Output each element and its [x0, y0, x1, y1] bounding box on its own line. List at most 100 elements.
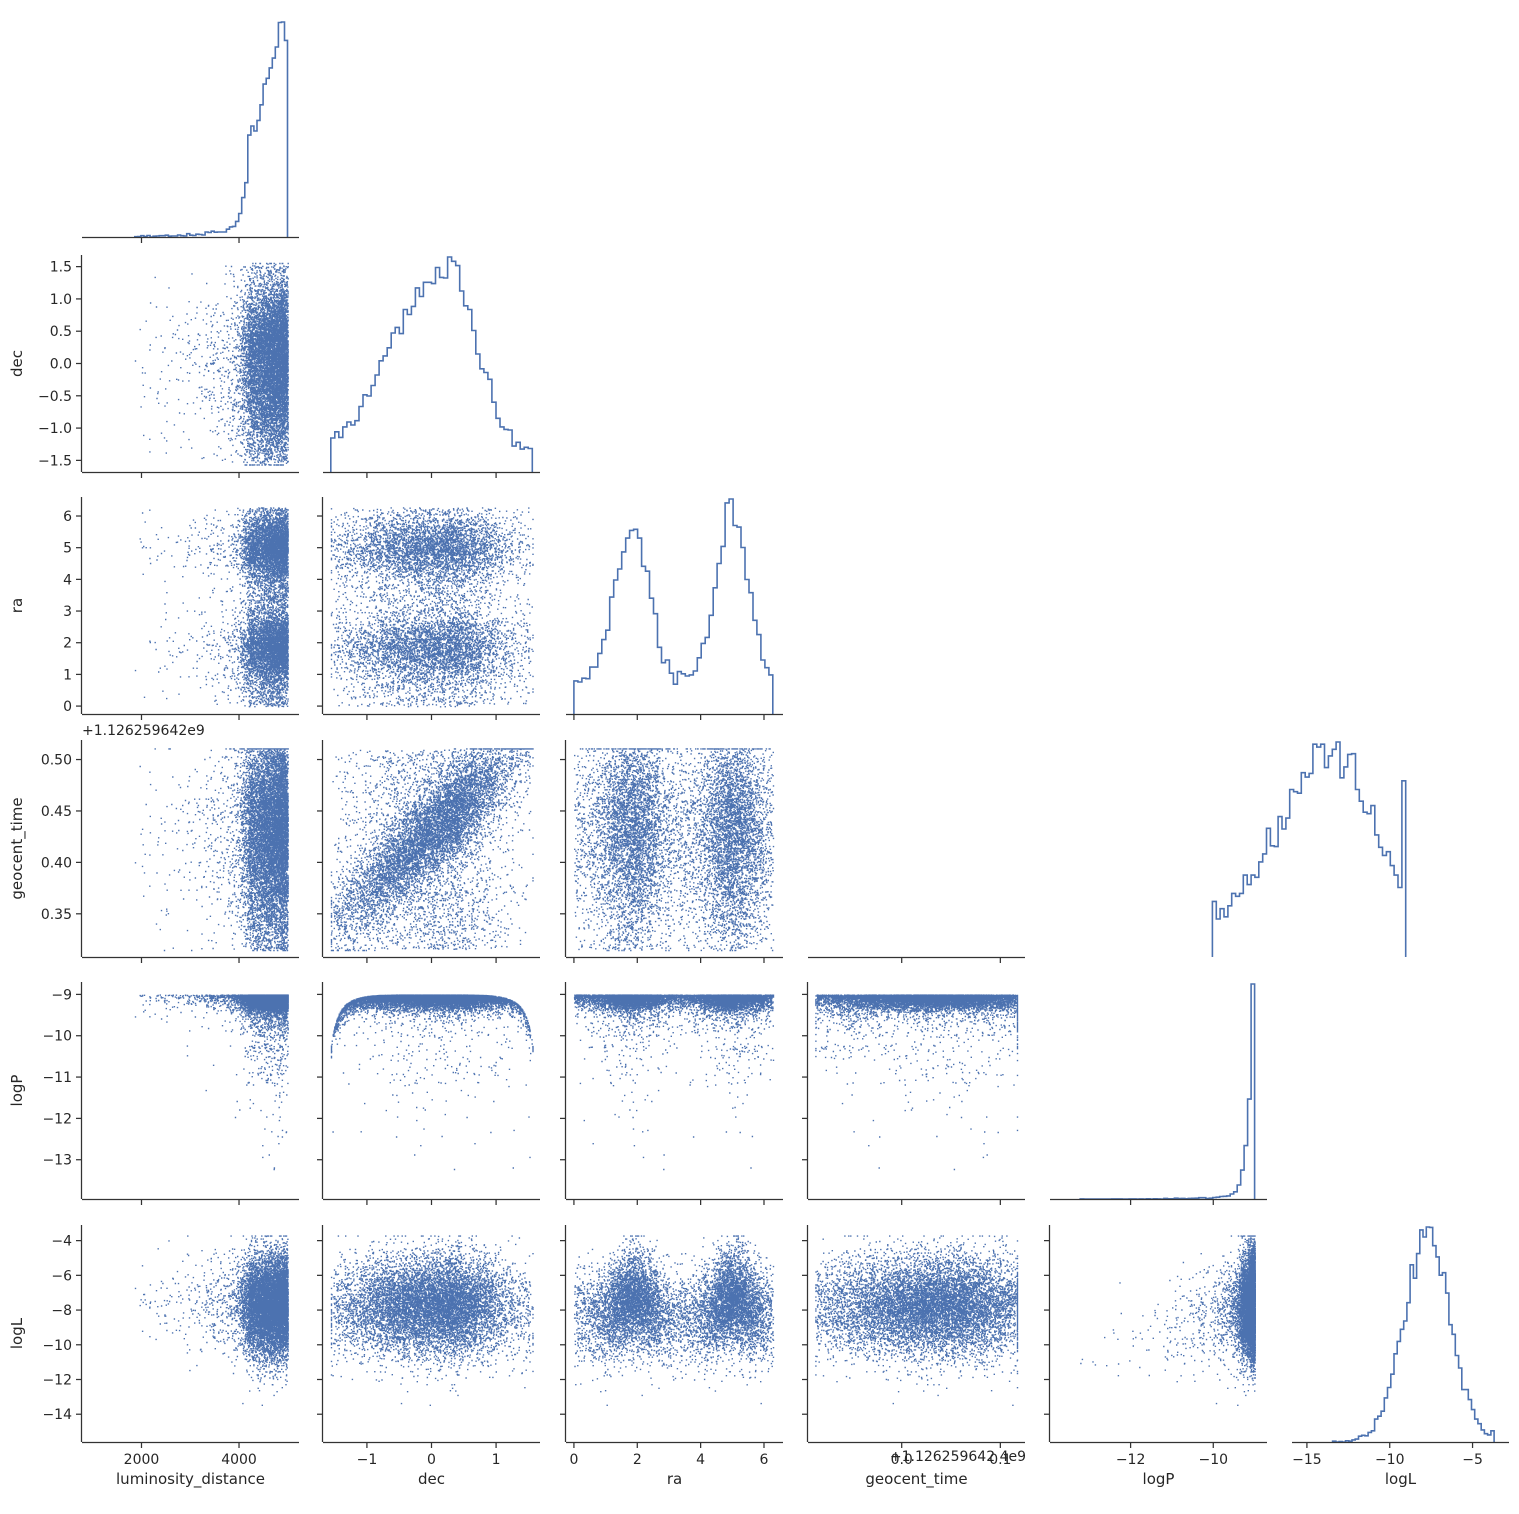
- x-tick-label: 2: [633, 1452, 642, 1468]
- y-tick-label: 5: [63, 541, 72, 557]
- axes-4-3: [802, 982, 1025, 1205]
- x-axis-label-ra: ra: [667, 1470, 682, 1488]
- y-tick-label: −14: [42, 1407, 72, 1423]
- scatter-points: [815, 994, 1019, 1171]
- axes-3-1: [317, 740, 540, 963]
- scatter-panel-geocent_time-vs-logL: [815, 1235, 1019, 1406]
- axes-1-0: [76, 255, 299, 478]
- y-tick-label: 1.0: [50, 292, 72, 308]
- scatter-panel-luminosity_distance-vs-logP: [134, 994, 289, 1171]
- histogram-logP: [1079, 983, 1256, 1200]
- axes-4-0: [76, 982, 299, 1205]
- x-tick-label: −1: [357, 1452, 378, 1468]
- y-axis-label-logL: logL: [8, 1317, 26, 1349]
- scatter-points: [330, 748, 534, 952]
- y-tick-label: −8: [51, 1303, 72, 1319]
- scatter-points: [1080, 1235, 1256, 1406]
- scatter-panel-dec-vs-geocent_time: [330, 748, 534, 952]
- y-tick-label: 0.45: [41, 804, 72, 820]
- scatter-panel-ra-vs-geocent_time: [573, 748, 775, 952]
- y-tick-label: 0.35: [41, 907, 72, 923]
- scatter-points: [134, 507, 289, 708]
- scatter-panel-luminosity_distance-vs-logL: [134, 1235, 289, 1406]
- scatter-points: [134, 748, 289, 952]
- y-tick-label: −6: [51, 1268, 72, 1284]
- y-axis-label-logP: logP: [8, 1075, 26, 1107]
- histogram-ra: [573, 498, 774, 714]
- y-tick-label: 4: [63, 572, 72, 588]
- scatter-panel-luminosity_distance-vs-geocent_time: [134, 748, 289, 952]
- x-axis-label-dec: dec: [418, 1470, 445, 1488]
- x-tick-label: 2000: [124, 1452, 160, 1468]
- axes-5-0: [76, 1225, 299, 1448]
- y-tick-label: −4: [51, 1234, 72, 1250]
- x-tick-label: −12: [1116, 1452, 1146, 1468]
- axes-4-4: [1050, 1198, 1267, 1205]
- x-tick-label: 0.1: [989, 1452, 1011, 1468]
- y-axis-label-geocent_time: geocent_time: [8, 797, 27, 899]
- y-tick-label: −10: [42, 1338, 72, 1354]
- axes-4-2: [560, 982, 783, 1205]
- scatter-panel-luminosity_distance-vs-ra: [134, 507, 289, 708]
- y-tick-label: 2: [63, 636, 72, 652]
- y-axis-label-ra: ra: [8, 598, 26, 613]
- scatter-panel-geocent_time-vs-logP: [815, 994, 1019, 1171]
- histogram-geocent_time: [1211, 741, 1407, 957]
- y-tick-label: 0.50: [41, 753, 72, 769]
- y-offset-text: +1.126259642e9: [82, 723, 205, 739]
- axes-1-1: [323, 471, 540, 478]
- x-tick-label: 6: [760, 1452, 769, 1468]
- x-tick-label: 0: [569, 1452, 578, 1468]
- y-tick-label: −11: [42, 1070, 72, 1086]
- scatter-points: [815, 1235, 1019, 1406]
- y-tick-label: 0.0: [50, 357, 72, 373]
- axes-2-2: [566, 713, 783, 720]
- y-tick-label: 3: [63, 604, 72, 620]
- scatter-panel-logP-vs-logL: [1080, 1235, 1256, 1406]
- scatter-points: [573, 748, 775, 952]
- y-tick-label: 1.5: [50, 260, 72, 276]
- scatter-points: [134, 262, 289, 466]
- axes-3-3: [808, 956, 1025, 963]
- scatter-panel-dec-vs-logL: [330, 1235, 534, 1406]
- scatter-points: [330, 507, 534, 708]
- scatter-panel-dec-vs-logP: [330, 994, 534, 1171]
- scatter-panel-ra-vs-logP: [573, 994, 775, 1171]
- scatter-points: [134, 994, 289, 1171]
- histogram-dec: [330, 256, 534, 472]
- x-axis-label-luminosity_distance: luminosity_distance: [116, 1470, 265, 1489]
- scatter-points: [134, 1235, 289, 1406]
- x-axis-label-logL: logL: [1385, 1470, 1417, 1488]
- x-tick-label: 4: [696, 1452, 705, 1468]
- y-tick-label: 1: [63, 667, 72, 683]
- scatter-points: [573, 994, 775, 1171]
- scatter-points: [330, 994, 534, 1171]
- scatter-panel-luminosity_distance-vs-dec: [134, 262, 289, 466]
- x-tick-label: 1: [492, 1452, 501, 1468]
- x-axis-label-geocent_time: geocent_time: [865, 1470, 967, 1489]
- scatter-panel-dec-vs-ra: [330, 507, 534, 708]
- y-tick-label: −0.5: [38, 389, 72, 405]
- axes-3-0: [76, 740, 299, 963]
- x-tick-label: −10: [1198, 1452, 1228, 1468]
- x-tick-label: 4000: [221, 1452, 257, 1468]
- axes-5-3: [802, 1225, 1025, 1448]
- y-tick-label: 0.5: [50, 324, 72, 340]
- axes-5-2: [560, 1225, 783, 1448]
- axes-5-5: [1292, 1441, 1509, 1448]
- axes-4-1: [317, 982, 540, 1205]
- axes-2-1: [317, 497, 540, 720]
- x-tick-label: −5: [1462, 1452, 1483, 1468]
- scatter-points: [573, 1235, 775, 1406]
- scatter-points: [330, 1235, 534, 1406]
- x-offset-text: +1.126259642 4e9: [890, 1449, 1026, 1465]
- axes-0-0: [82, 236, 299, 243]
- x-tick-label: −10: [1375, 1452, 1405, 1468]
- y-axis-label-dec: dec: [8, 350, 26, 377]
- scatter-panel-ra-vs-logL: [573, 1235, 775, 1406]
- y-tick-label: −12: [42, 1373, 72, 1389]
- y-tick-label: −9: [51, 987, 72, 1003]
- axes-5-1: [317, 1225, 540, 1448]
- axes-3-2: [560, 740, 783, 963]
- histogram-logL: [1331, 1226, 1495, 1443]
